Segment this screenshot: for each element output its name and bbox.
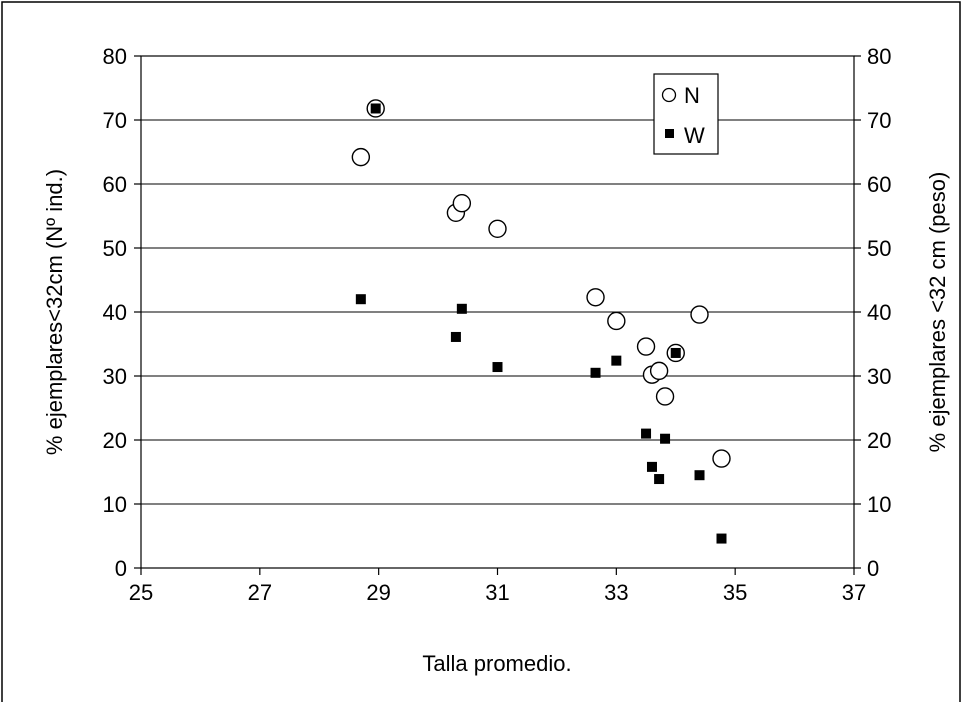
point-w	[456, 303, 467, 314]
legend-w-label: W	[684, 123, 705, 148]
x-tick-label: 25	[129, 580, 153, 605]
point-n	[586, 288, 605, 307]
x-tick-label: 37	[842, 580, 866, 605]
point-w	[670, 347, 681, 358]
right-y-tick-label: 20	[867, 428, 891, 453]
point-n	[636, 337, 656, 356]
point-n	[655, 387, 675, 406]
point-n	[712, 449, 731, 468]
right-y-tick-label: 80	[867, 44, 891, 69]
right-y-tick-label: 50	[867, 236, 891, 261]
right-y-tick-label: 0	[867, 556, 879, 581]
point-w	[660, 433, 671, 444]
left-y-tick-label: 20	[103, 428, 127, 453]
point-w	[716, 533, 727, 544]
left-y-axis-title: % ejemplares<32cm (Nº ind.)	[42, 169, 67, 455]
left-y-tick-label: 70	[103, 108, 127, 133]
point-w	[492, 362, 503, 373]
series-w-points	[355, 103, 727, 544]
right-y-tick-label: 70	[867, 108, 891, 133]
legend-box	[653, 73, 719, 155]
gridlines	[141, 119, 854, 505]
x-axis-title: Talla promedio.	[422, 651, 571, 676]
point-n	[607, 311, 626, 331]
point-n	[488, 219, 507, 239]
x-tick-label: 33	[604, 580, 628, 605]
right-y-tick-label: 10	[867, 492, 891, 517]
point-w	[646, 461, 657, 472]
point-n	[452, 193, 472, 213]
legend: N W	[653, 73, 719, 155]
legend-n-label: N	[684, 83, 700, 108]
point-w	[450, 331, 461, 342]
x-axis: 25 27 29 31 33 35 37	[129, 568, 866, 605]
x-tick-label: 35	[723, 580, 747, 605]
point-w	[641, 428, 652, 439]
right-y-axis: 0 10 20 30 40 50 60 70 80	[854, 44, 891, 581]
legend-n-marker	[661, 87, 677, 103]
left-y-tick-label: 50	[103, 236, 127, 261]
point-n	[690, 305, 709, 324]
right-y-tick-label: 30	[867, 364, 891, 389]
left-y-tick-label: 80	[103, 44, 127, 69]
right-y-tick-label: 40	[867, 300, 891, 325]
point-w	[694, 470, 705, 481]
left-y-tick-label: 30	[103, 364, 127, 389]
left-y-axis: 0 10 20 30 40 50 60 70 80	[103, 44, 141, 581]
left-y-tick-label: 60	[103, 172, 127, 197]
point-w	[355, 294, 366, 305]
point-w	[611, 355, 622, 366]
left-y-tick-label: 40	[103, 300, 127, 325]
left-y-tick-label: 0	[115, 556, 127, 581]
point-w	[590, 367, 601, 378]
point-w	[654, 474, 665, 485]
point-n	[351, 147, 371, 167]
legend-w-marker	[665, 129, 674, 138]
x-tick-label: 29	[366, 580, 390, 605]
x-tick-label: 27	[248, 580, 272, 605]
point-n	[649, 361, 669, 381]
left-y-tick-label: 10	[103, 492, 127, 517]
right-y-axis-title: % ejemplares <32 cm (peso)	[925, 172, 950, 453]
point-w	[370, 103, 381, 114]
right-y-tick-label: 60	[867, 172, 891, 197]
x-tick-label: 31	[485, 580, 509, 605]
